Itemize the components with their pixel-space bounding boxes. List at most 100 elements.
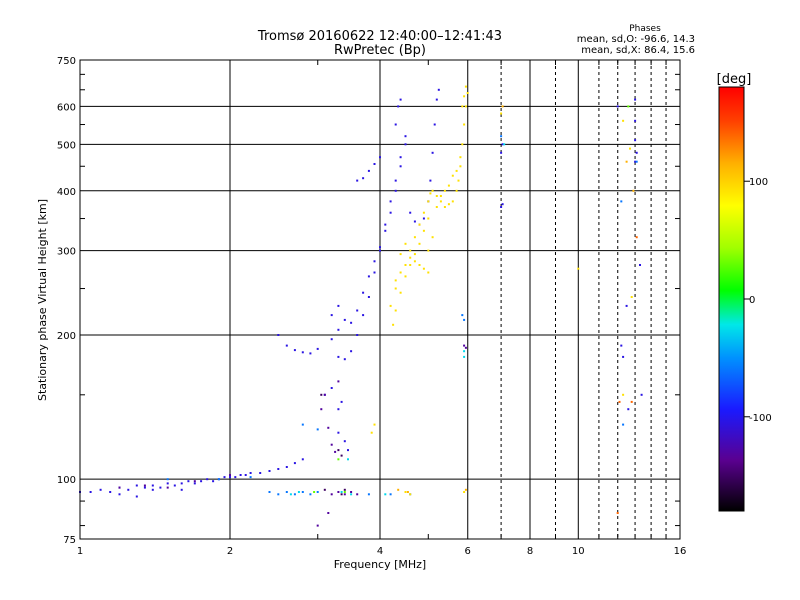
data-point [457, 179, 460, 182]
data-point [337, 355, 340, 358]
data-point [268, 470, 271, 472]
data-point [455, 189, 458, 192]
data-point [343, 440, 346, 443]
data-point [340, 454, 343, 457]
data-point [464, 105, 467, 108]
phases-mean-o: mean, sd,O: -96.6, 14.3 [577, 34, 695, 45]
data-point [343, 491, 346, 493]
data-point [320, 408, 323, 411]
data-point [384, 493, 387, 496]
data-point [397, 488, 400, 491]
chart-title: Tromsø 20160622 12:40:00–12:41:43 [257, 29, 502, 44]
data-point [443, 206, 446, 208]
data-point [151, 488, 154, 491]
data-point [394, 279, 397, 282]
data-point [334, 450, 337, 453]
data-point [343, 358, 346, 361]
data-point [616, 512, 619, 514]
data-point [135, 495, 138, 498]
data-point [99, 488, 102, 491]
data-point [625, 304, 628, 307]
data-point [217, 478, 220, 481]
data-point [277, 493, 280, 496]
data-point [309, 493, 312, 496]
data-point [350, 491, 353, 493]
data-point [293, 349, 296, 352]
colorbar-tick-label: 100 [749, 177, 768, 188]
data-point [166, 482, 169, 485]
data-point [356, 334, 359, 336]
colorbar-tick-label: 0 [749, 295, 755, 306]
data-point [630, 400, 633, 403]
data-point [427, 217, 430, 220]
data-point [327, 426, 330, 429]
data-point [463, 355, 466, 358]
data-point [464, 346, 467, 349]
x-tick-label: 6 [465, 546, 471, 557]
data-point [501, 143, 504, 146]
data-point [356, 493, 359, 496]
data-point [259, 472, 262, 474]
data-point [293, 493, 296, 496]
data-point [212, 480, 215, 483]
data-point [277, 468, 280, 470]
data-point [627, 105, 630, 108]
data-point [143, 486, 146, 489]
data-point [627, 408, 630, 411]
data-point [404, 143, 407, 146]
data-point [350, 321, 353, 324]
data-point [397, 105, 400, 108]
data-point [422, 211, 425, 214]
data-point [343, 493, 346, 496]
data-point [634, 160, 637, 163]
data-point [135, 484, 138, 487]
data-point [362, 291, 365, 294]
data-point [622, 393, 625, 396]
data-point [285, 344, 288, 347]
data-point [422, 217, 425, 220]
data-point [634, 98, 637, 101]
data-point [413, 236, 416, 239]
data-point [418, 242, 421, 245]
y-tick-label: 75 [63, 535, 76, 546]
data-point [639, 264, 641, 266]
data-point [455, 169, 458, 172]
data-point [394, 309, 397, 312]
data-point [503, 143, 506, 146]
data-point [399, 271, 402, 274]
data-point [340, 491, 343, 493]
data-point [316, 347, 319, 350]
data-point [356, 309, 359, 312]
data-point [394, 287, 397, 290]
data-point [404, 275, 407, 278]
data-point [459, 165, 462, 168]
data-point [625, 160, 628, 163]
data-point [500, 135, 503, 138]
data-point [463, 350, 466, 353]
data-point [622, 355, 625, 358]
data-point [634, 139, 637, 142]
data-point [337, 408, 340, 411]
data-point [389, 211, 392, 214]
data-point [392, 323, 395, 326]
data-point [316, 428, 319, 431]
data-point [409, 256, 412, 259]
y-tick-label: 100 [57, 475, 76, 486]
data-point [301, 491, 304, 493]
data-point [367, 296, 370, 298]
data-point [399, 253, 402, 256]
data-point [634, 119, 637, 122]
data-point [429, 179, 432, 182]
data-point [418, 264, 421, 266]
y-tick-label: 400 [57, 187, 76, 198]
data-point [384, 229, 387, 232]
data-point [431, 236, 434, 239]
data-point [435, 98, 438, 101]
data-point [399, 165, 402, 168]
data-point [447, 184, 450, 187]
data-point [464, 85, 467, 88]
data-point [89, 491, 92, 493]
colorbar-ticks: 100 0 -100 [744, 177, 772, 424]
data-point [437, 88, 440, 91]
